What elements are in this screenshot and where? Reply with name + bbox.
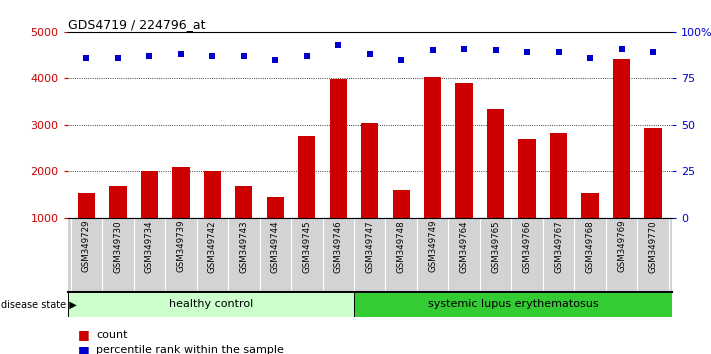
Bar [644,127,662,218]
Text: GDS4719 / 224796_at: GDS4719 / 224796_at [68,18,205,31]
Text: GSM349730: GSM349730 [114,220,122,273]
Text: GSM349769: GSM349769 [617,220,626,273]
Text: GSM349749: GSM349749 [428,220,437,273]
Point [395,57,407,63]
Point [427,48,439,53]
Text: count: count [96,330,127,339]
Bar [172,167,190,218]
Point [269,57,281,63]
Bar [109,186,127,218]
Point [490,48,501,53]
Text: ■: ■ [78,344,90,354]
Text: GSM349768: GSM349768 [586,220,594,273]
Bar [68,292,354,317]
Text: GSM349764: GSM349764 [459,220,469,273]
Text: GSM349734: GSM349734 [145,220,154,273]
Text: GSM349745: GSM349745 [302,220,311,273]
Bar [203,171,221,218]
Point [364,51,375,57]
Point [553,50,565,55]
Text: percentile rank within the sample: percentile rank within the sample [96,346,284,354]
Bar [424,78,442,218]
Point [112,55,124,61]
Point [207,53,218,59]
Point [333,42,344,48]
Bar [267,197,284,218]
Point [175,51,186,57]
Bar [550,133,567,218]
Text: healthy control: healthy control [169,299,253,309]
Bar [77,193,95,218]
Text: GSM349770: GSM349770 [648,220,658,273]
Point [81,55,92,61]
Bar [141,171,158,218]
Point [238,53,250,59]
Point [301,53,312,59]
Point [647,50,658,55]
Text: disease state ▶: disease state ▶ [1,299,77,309]
Bar [354,292,672,317]
Bar [613,59,630,218]
Text: GSM349742: GSM349742 [208,220,217,273]
Text: GSM349748: GSM349748 [397,220,406,273]
Point [616,46,627,51]
Bar [392,190,410,218]
Text: GSM349747: GSM349747 [365,220,374,273]
Bar [518,139,536,218]
Point [144,53,155,59]
Text: GSM349767: GSM349767 [554,220,563,273]
Point [521,50,533,55]
Text: ■: ■ [78,328,90,341]
Text: GSM349766: GSM349766 [523,220,532,273]
Bar [456,83,473,218]
Text: GSM349746: GSM349746 [333,220,343,273]
Text: GSM349744: GSM349744 [271,220,280,273]
Point [584,55,596,61]
Text: GSM349765: GSM349765 [491,220,500,273]
Bar [487,109,504,218]
Bar [235,186,252,218]
Text: GSM349739: GSM349739 [176,220,186,273]
Bar [582,193,599,218]
Bar [361,124,378,218]
Text: GSM349743: GSM349743 [240,220,248,273]
Text: GSM349729: GSM349729 [82,220,91,273]
Text: systemic lupus erythematosus: systemic lupus erythematosus [427,299,598,309]
Bar [298,136,316,218]
Point [459,46,470,51]
Bar [330,79,347,218]
